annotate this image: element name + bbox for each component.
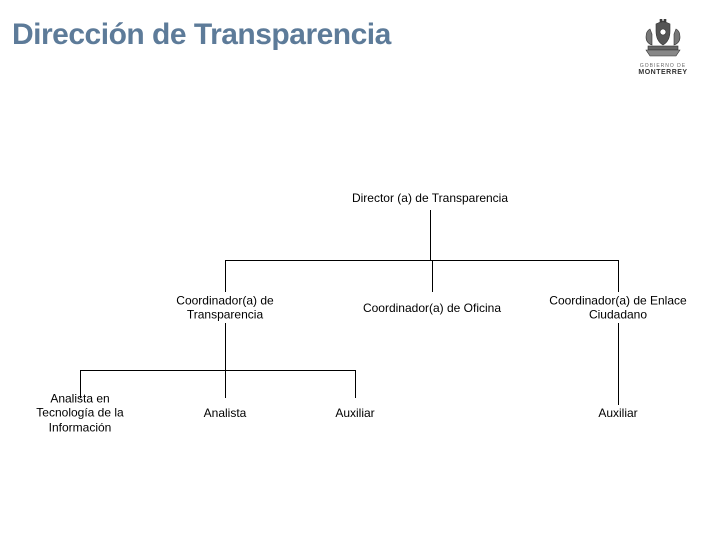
connector-line xyxy=(430,210,431,260)
connector-line xyxy=(225,260,226,292)
org-node-c1: Coordinador(a) de Transparencia xyxy=(145,294,305,323)
connector-line xyxy=(618,323,619,370)
org-chart: Director (a) de Transparencia Coordinador… xyxy=(0,0,720,540)
org-node-l2: Analista xyxy=(175,406,275,420)
connector-line xyxy=(80,370,81,398)
connector-line xyxy=(432,260,433,292)
org-node-root: Director (a) de Transparencia xyxy=(330,191,530,205)
org-node-l3: Auxiliar xyxy=(305,406,405,420)
connector-line xyxy=(618,260,619,292)
connector-line xyxy=(225,370,226,398)
org-node-l4: Auxiliar xyxy=(568,406,668,420)
connector-line xyxy=(225,260,619,261)
connector-line xyxy=(618,370,619,405)
connector-line xyxy=(225,323,226,370)
org-node-c2: Coordinador(a) de Oficina xyxy=(347,301,517,315)
org-node-c3: Coordinador(a) de Enlace Ciudadano xyxy=(533,294,703,323)
connector-line xyxy=(80,370,356,371)
connector-line xyxy=(355,370,356,398)
